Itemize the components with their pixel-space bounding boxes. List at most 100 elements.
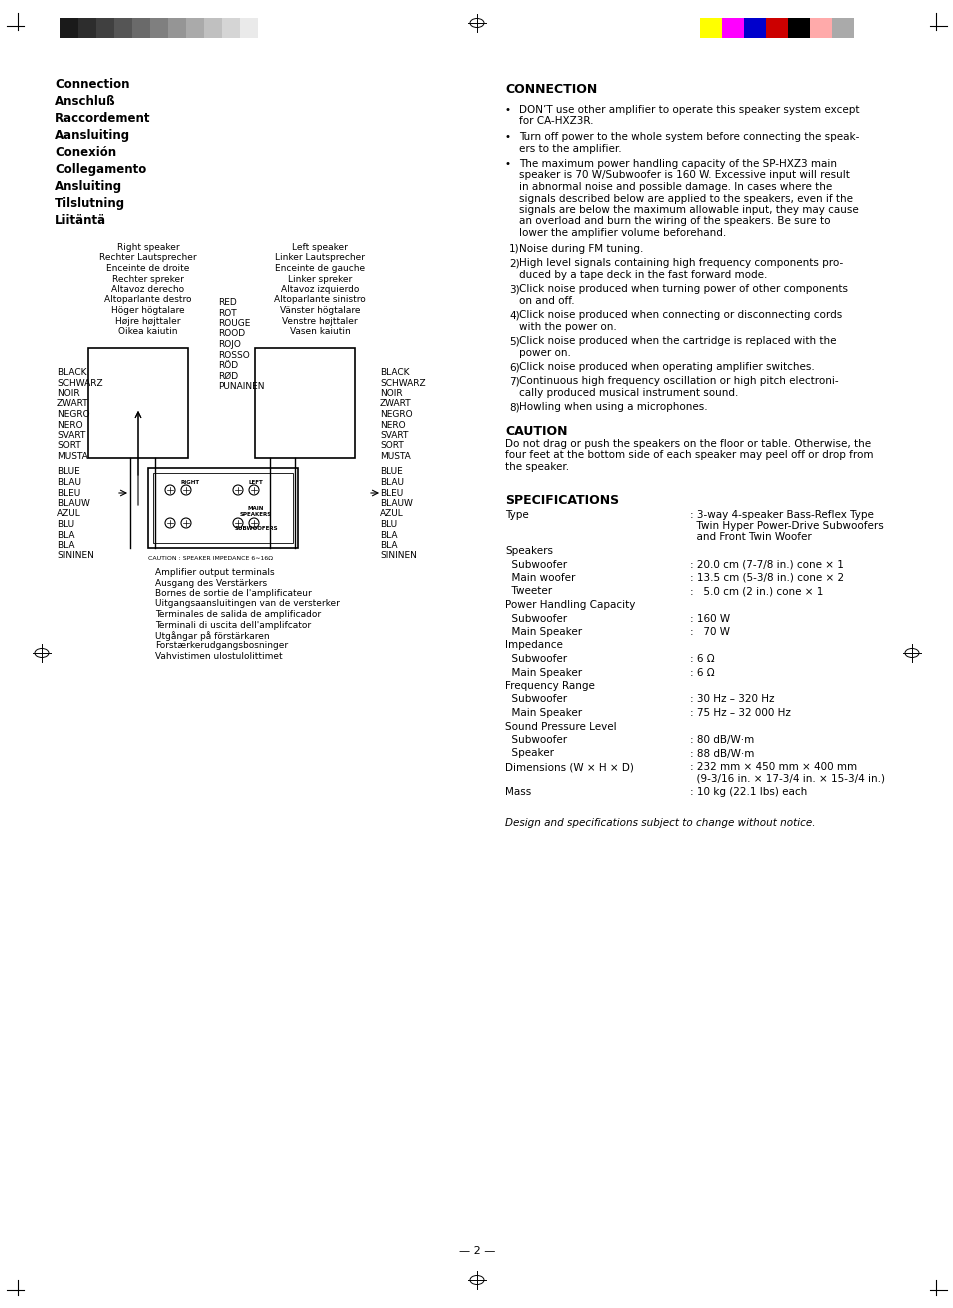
Text: four feet at the bottom side of each speaker may peel off or drop from: four feet at the bottom side of each spe… [504, 450, 873, 460]
Text: SININEN: SININEN [379, 552, 416, 561]
Text: 7): 7) [509, 377, 519, 386]
Text: ROJO: ROJO [218, 340, 240, 349]
Text: speaker is 70 W/Subwoofer is 160 W. Excessive input will result: speaker is 70 W/Subwoofer is 160 W. Exce… [518, 170, 849, 181]
Text: : 20.0 cm (7-7/8 in.) cone × 1: : 20.0 cm (7-7/8 in.) cone × 1 [689, 560, 843, 569]
Text: :   70 W: : 70 W [689, 627, 729, 637]
Text: for CA-HXZ3R.: for CA-HXZ3R. [518, 116, 593, 127]
Text: the speaker.: the speaker. [504, 462, 569, 472]
Text: SCHWARZ: SCHWARZ [57, 378, 103, 387]
Text: AZUL: AZUL [57, 510, 81, 518]
Text: Terminales de salida de amplificador: Terminales de salida de amplificador [154, 610, 321, 619]
Text: Subwoofer: Subwoofer [504, 560, 566, 569]
Text: Altoparlante destro: Altoparlante destro [104, 296, 192, 305]
Text: RED: RED [218, 298, 236, 307]
Text: Linker spreker: Linker spreker [288, 275, 352, 284]
Text: SUBWOOFERS: SUBWOOFERS [233, 526, 277, 531]
Bar [60, 18, 78, 38]
Text: Linker Lautsprecher: Linker Lautsprecher [274, 254, 365, 263]
Text: High level signals containing high frequency components pro-: High level signals containing high frequ… [518, 258, 842, 268]
Text: CAUTION: CAUTION [504, 425, 567, 438]
Text: Design and specifications subject to change without notice.: Design and specifications subject to cha… [504, 819, 815, 828]
Text: Utgångar på förstärkaren: Utgångar på förstärkaren [154, 630, 270, 641]
Text: : 232 mm × 450 mm × 400 mm: : 232 mm × 450 mm × 400 mm [689, 763, 856, 772]
Text: Click noise produced when turning power of other components: Click noise produced when turning power … [518, 284, 847, 294]
Text: : 13.5 cm (5-3/8 in.) cone × 2: : 13.5 cm (5-3/8 in.) cone × 2 [689, 573, 843, 583]
Text: SORT: SORT [57, 442, 81, 450]
Text: BLU: BLU [379, 521, 396, 528]
Text: 1): 1) [509, 243, 519, 254]
Bar [150, 18, 168, 38]
Text: Vänster högtalare: Vänster högtalare [279, 306, 360, 315]
Text: SVART: SVART [57, 432, 85, 439]
Text: ROOD: ROOD [218, 330, 245, 339]
Text: BLAUW: BLAUW [57, 498, 90, 508]
Text: on and off.: on and off. [518, 296, 574, 306]
Text: MUSTA: MUSTA [379, 453, 411, 460]
Text: cally produced musical instrument sound.: cally produced musical instrument sound. [518, 388, 738, 398]
Text: power on.: power on. [518, 348, 570, 357]
Text: Power Handling Capacity: Power Handling Capacity [504, 600, 635, 610]
Text: BLAUW: BLAUW [379, 498, 413, 508]
Text: SININEN: SININEN [57, 552, 93, 561]
Bar [88, 348, 188, 458]
Text: NOIR: NOIR [379, 388, 402, 398]
Text: :   5.0 cm (2 in.) cone × 1: : 5.0 cm (2 in.) cone × 1 [689, 586, 822, 596]
Text: BLU: BLU [57, 521, 74, 528]
Bar [132, 18, 150, 38]
Text: BLA: BLA [57, 542, 74, 549]
Text: Speaker: Speaker [504, 748, 554, 759]
Bar [78, 18, 96, 38]
Text: Venstre højttaler: Venstre højttaler [282, 317, 357, 326]
Text: NERO: NERO [57, 420, 83, 429]
Text: The maximum power handling capacity of the SP-HXZ3 main: The maximum power handling capacity of t… [518, 160, 836, 169]
Text: : 88 dB/W·m: : 88 dB/W·m [689, 748, 754, 759]
Bar [240, 18, 257, 38]
Text: Liitäntä: Liitäntä [55, 215, 106, 228]
Text: : 30 Hz – 320 Hz: : 30 Hz – 320 Hz [689, 695, 774, 705]
Text: ZWART: ZWART [57, 399, 89, 408]
Text: Main Speaker: Main Speaker [504, 708, 581, 718]
Text: BLACK: BLACK [379, 368, 409, 377]
Text: Enceinte de droite: Enceinte de droite [106, 264, 190, 273]
Text: Speakers: Speakers [504, 545, 553, 556]
Text: Anschluß: Anschluß [55, 95, 115, 109]
Text: Sound Pressure Level: Sound Pressure Level [504, 722, 616, 731]
Text: Altavoz derecho: Altavoz derecho [112, 285, 184, 294]
Text: Amplifier output terminals: Amplifier output terminals [154, 568, 274, 577]
Text: : 80 dB/W·m: : 80 dB/W·m [689, 735, 754, 746]
Bar [787, 18, 809, 38]
Text: Ausgang des Verstärkers: Ausgang des Verstärkers [154, 578, 267, 587]
Text: Impedance: Impedance [504, 641, 562, 650]
Text: Subwoofer: Subwoofer [504, 735, 566, 746]
Text: — 2 —: — 2 — [458, 1247, 495, 1256]
Text: duced by a tape deck in the fast forward mode.: duced by a tape deck in the fast forward… [518, 269, 766, 280]
Text: RIGHT: RIGHT [180, 480, 199, 485]
Text: Vasen kaiutin: Vasen kaiutin [290, 327, 350, 336]
Text: in abnormal noise and possible damage. In cases where the: in abnormal noise and possible damage. I… [518, 182, 831, 192]
Text: Noise during FM tuning.: Noise during FM tuning. [518, 243, 642, 254]
Text: Mass: Mass [504, 787, 531, 797]
Text: Twin Hyper Power-Drive Subwoofers: Twin Hyper Power-Drive Subwoofers [689, 521, 882, 531]
Text: •: • [504, 105, 511, 115]
Text: ers to the amplifier.: ers to the amplifier. [518, 144, 621, 153]
Text: 6): 6) [509, 362, 519, 371]
Text: CONNECTION: CONNECTION [504, 82, 597, 95]
Text: BLA: BLA [57, 531, 74, 539]
Text: SCHWARZ: SCHWARZ [379, 378, 425, 387]
Text: BLACK: BLACK [57, 368, 87, 377]
Text: SPECIFICATIONS: SPECIFICATIONS [504, 493, 618, 506]
Text: Raccordement: Raccordement [55, 112, 151, 126]
Text: Main Speaker: Main Speaker [504, 667, 581, 678]
Text: Højre højttaler: Højre højttaler [115, 317, 180, 326]
Text: Click noise produced when the cartridge is replaced with the: Click noise produced when the cartridge … [518, 336, 836, 347]
Text: AZUL: AZUL [379, 510, 403, 518]
Text: ROSSO: ROSSO [218, 351, 250, 360]
Text: Tilslutning: Tilslutning [55, 198, 125, 211]
Bar [204, 18, 222, 38]
Text: NERO: NERO [379, 420, 405, 429]
Text: ROT: ROT [218, 309, 236, 318]
Text: Left speaker: Left speaker [292, 243, 348, 252]
Text: lower the amplifier volume beforehand.: lower the amplifier volume beforehand. [518, 228, 725, 238]
Bar [148, 468, 297, 548]
Text: BLEU: BLEU [379, 488, 403, 497]
